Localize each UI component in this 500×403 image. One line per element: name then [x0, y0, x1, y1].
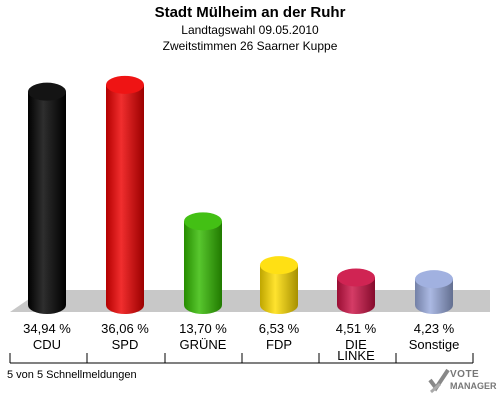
- chart-header: Stadt Mülheim an der Ruhr Landtagswahl 0…: [0, 4, 500, 54]
- bar-cdu: [28, 82, 66, 315]
- bar-body: [106, 84, 144, 314]
- value-label: 4,51 %: [336, 321, 377, 336]
- checkmark-icon: [428, 368, 450, 394]
- category-label: FDP: [266, 337, 292, 352]
- bar-top: [415, 270, 453, 289]
- value-label: 13,70 %: [179, 321, 227, 336]
- bars-group: [28, 75, 453, 315]
- bar-grüne: [184, 212, 222, 314]
- value-label: 6,53 %: [259, 321, 300, 336]
- chart-subtitle-election: Landtagswahl 09.05.2010: [181, 23, 319, 37]
- bar-top: [28, 82, 66, 101]
- bar-sonstige: [415, 270, 453, 314]
- category-label: Sonstige: [409, 337, 460, 352]
- bar-body: [184, 221, 222, 314]
- bar-spd: [106, 75, 144, 314]
- bar-top: [260, 256, 298, 275]
- category-label: CDU: [33, 337, 61, 352]
- value-label: 4,23 %: [414, 321, 455, 336]
- category-label: SPD: [112, 337, 139, 352]
- bar-die-linke: [337, 268, 375, 314]
- category-label: GRÜNE: [180, 337, 227, 352]
- bar-top: [184, 212, 222, 231]
- bar-body: [415, 279, 453, 314]
- bar-body: [260, 265, 298, 314]
- value-label: 36,06 %: [101, 321, 149, 336]
- bar-fdp: [260, 256, 298, 314]
- logo-text-vote: VOTE: [450, 369, 480, 380]
- reports-count-note: 5 von 5 Schnellmeldungen: [7, 369, 137, 381]
- category-axis: [9, 353, 474, 364]
- bar-body: [28, 91, 66, 315]
- logo-text-manager: MANAGER: [450, 381, 497, 391]
- bar-body: [337, 277, 375, 314]
- value-label: 34,94 %: [23, 321, 71, 336]
- chart-title: Stadt Mülheim an der Ruhr: [154, 4, 346, 21]
- vote-manager-logo: VOTE MANAGER: [428, 364, 498, 398]
- chart-subtitle-district: Zweitstimmen 26 Saarner Kuppe: [162, 39, 338, 53]
- bar-top: [337, 268, 375, 287]
- category-label: DIE LINKE: [337, 337, 375, 363]
- labels-group: 34,94 %CDU 36,06 %SPD 13,70 %GRÜNE 6,53 %FD…: [23, 321, 459, 363]
- bar-top: [106, 75, 144, 94]
